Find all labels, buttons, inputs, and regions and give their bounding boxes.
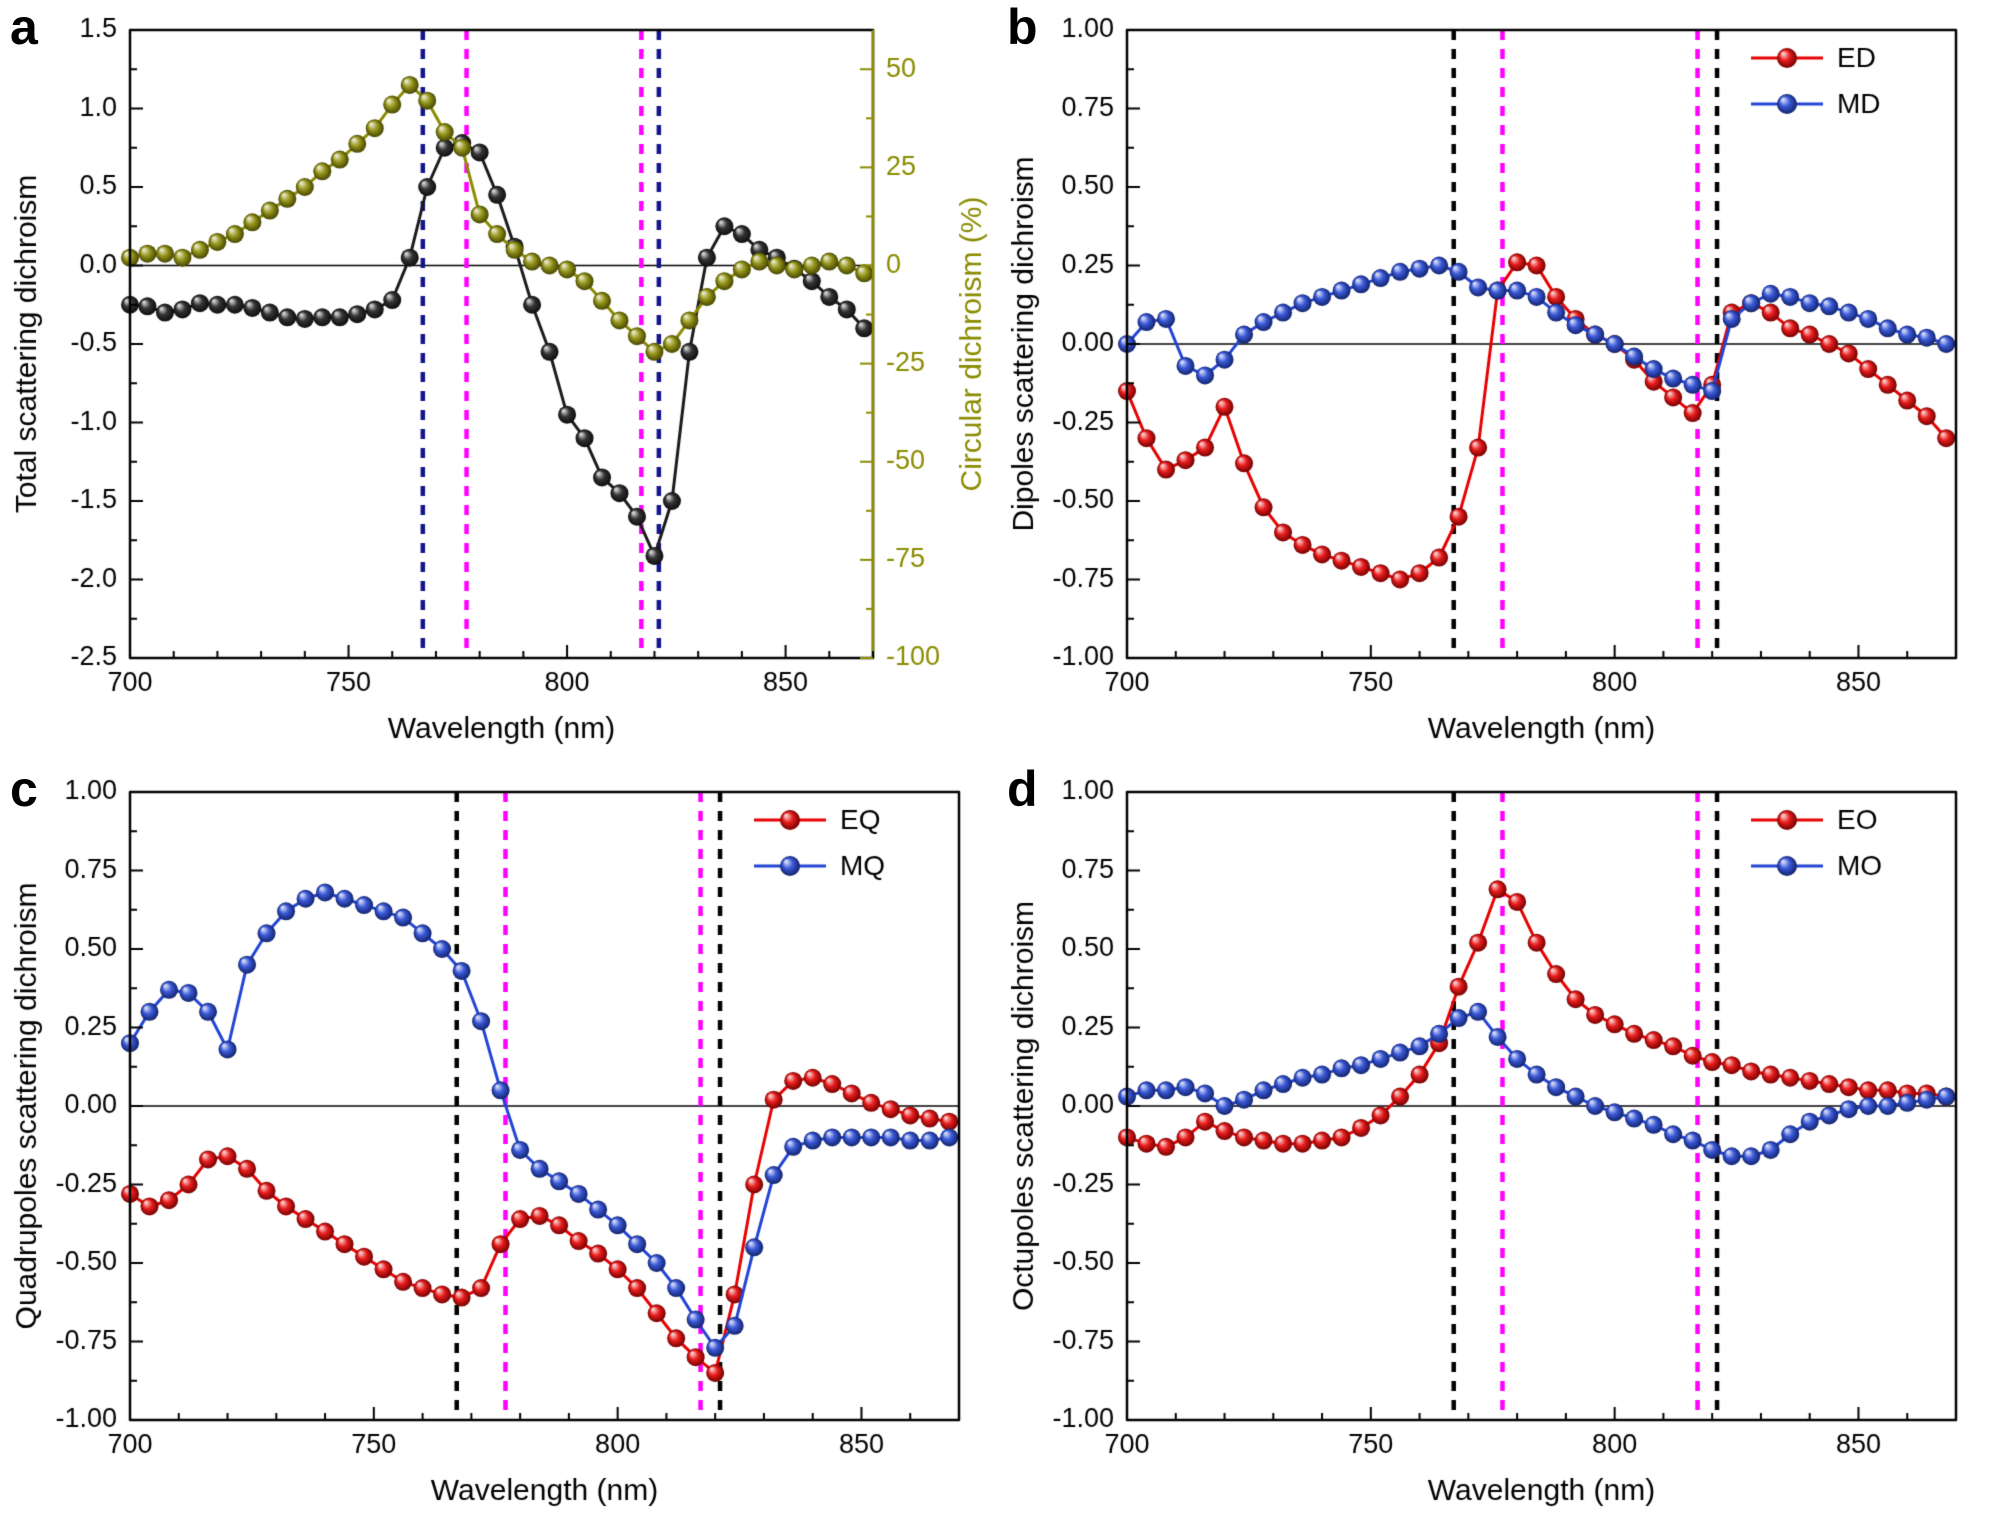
panel-b: b [997, 0, 1995, 762]
panel-b-letter: b [1007, 0, 1038, 55]
panel-a-chart [0, 0, 997, 762]
panel-d: d [997, 762, 1995, 1524]
panel-c: c [0, 762, 997, 1524]
panel-a-letter: a [10, 0, 38, 55]
panel-b-chart [997, 0, 1994, 762]
panel-c-chart [0, 762, 997, 1524]
panel-d-letter: d [1007, 761, 1038, 817]
panel-c-letter: c [10, 761, 38, 817]
panel-d-chart [997, 762, 1994, 1524]
panel-a: a [0, 0, 997, 762]
